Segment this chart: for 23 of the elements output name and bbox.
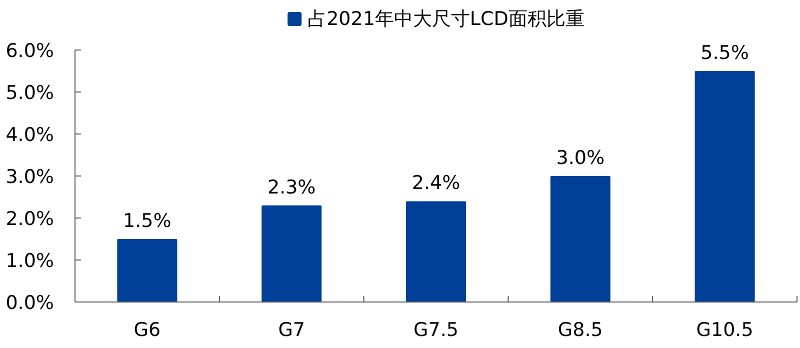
data-label: 2.3% xyxy=(267,176,316,198)
data-label: 5.5% xyxy=(700,42,749,64)
y-tick-label: 5.0% xyxy=(6,82,54,104)
y-tick-label: 0.0% xyxy=(6,292,54,314)
x-tick-label: G10.5 xyxy=(696,319,754,341)
bar xyxy=(694,71,755,302)
legend-label: 占2021年中大尺寸LCD面积比重 xyxy=(308,8,584,30)
y-tick-label: 2.0% xyxy=(6,208,54,230)
y-tick-label: 6.0% xyxy=(6,40,54,62)
bar xyxy=(406,201,466,302)
x-tick-label: G8.5 xyxy=(558,319,603,341)
y-tick-label: 1.0% xyxy=(6,250,54,272)
bar xyxy=(550,176,610,302)
data-label: 2.4% xyxy=(412,172,460,194)
y-tick-label: 3.0% xyxy=(6,166,54,188)
x-tick-label: G7.5 xyxy=(414,319,458,341)
bar xyxy=(262,205,322,302)
data-label: 1.5% xyxy=(123,210,172,232)
y-tick-label: 4.0% xyxy=(6,124,54,146)
x-tick-label: G6 xyxy=(134,319,161,341)
data-label: 3.0% xyxy=(556,147,605,169)
bar xyxy=(117,239,178,302)
x-tick-label: G7 xyxy=(278,319,306,341)
